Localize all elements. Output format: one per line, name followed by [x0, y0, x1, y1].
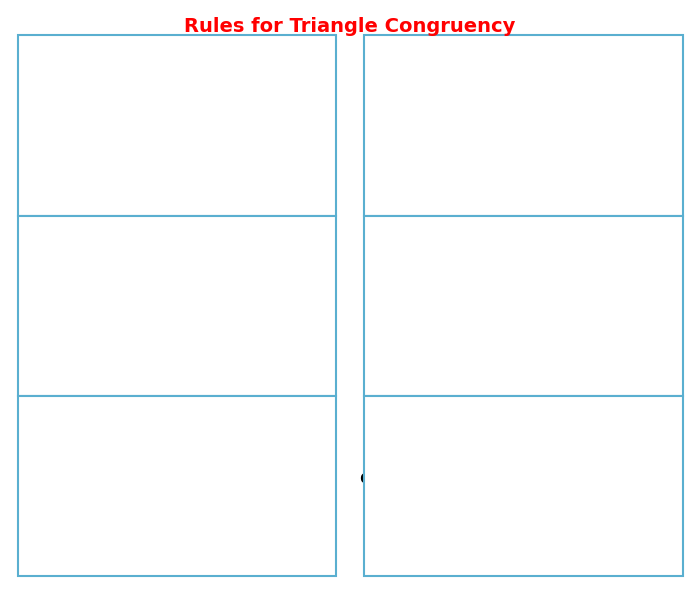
Text: It may make two different triangles.: It may make two different triangles. — [369, 560, 594, 573]
Polygon shape — [539, 230, 666, 378]
Text: 30°: 30° — [559, 514, 579, 527]
Text: ≅: ≅ — [168, 292, 192, 320]
Polygon shape — [649, 359, 666, 378]
Polygon shape — [131, 365, 145, 378]
Polygon shape — [202, 366, 216, 378]
Polygon shape — [27, 230, 145, 378]
Text: 6: 6 — [359, 472, 369, 486]
Text: is not sufficient for congruency.: is not sufficient for congruency. — [404, 543, 605, 556]
Text: ≅: ≅ — [508, 292, 532, 320]
Polygon shape — [374, 359, 391, 378]
Polygon shape — [377, 426, 491, 532]
Text: ≅: ≅ — [165, 472, 188, 500]
Text: RHS: RHS — [140, 556, 182, 574]
Polygon shape — [322, 230, 330, 243]
Text: Rules for Triangle Congruency: Rules for Triangle Congruency — [184, 17, 516, 35]
Text: SSS: SSS — [142, 196, 180, 214]
Polygon shape — [202, 230, 330, 378]
Text: ≅: ≅ — [508, 112, 532, 139]
Text: 11: 11 — [425, 540, 443, 554]
Polygon shape — [409, 230, 419, 243]
Text: SSA: SSA — [369, 541, 402, 556]
Polygon shape — [380, 180, 398, 197]
Text: AAS: AAS — [519, 376, 559, 394]
Polygon shape — [374, 230, 508, 378]
Text: 30°: 30° — [460, 511, 480, 524]
Text: 6: 6 — [551, 472, 560, 485]
Text: SAS: SAS — [519, 196, 559, 214]
Polygon shape — [45, 230, 53, 243]
Polygon shape — [297, 550, 304, 558]
Text: ≅: ≅ — [162, 112, 186, 139]
Text: 11: 11 — [594, 540, 612, 554]
Polygon shape — [49, 550, 57, 558]
Polygon shape — [649, 180, 666, 197]
Polygon shape — [474, 520, 491, 532]
Polygon shape — [619, 230, 629, 243]
Text: ASA: ASA — [147, 376, 188, 394]
Polygon shape — [533, 523, 550, 532]
